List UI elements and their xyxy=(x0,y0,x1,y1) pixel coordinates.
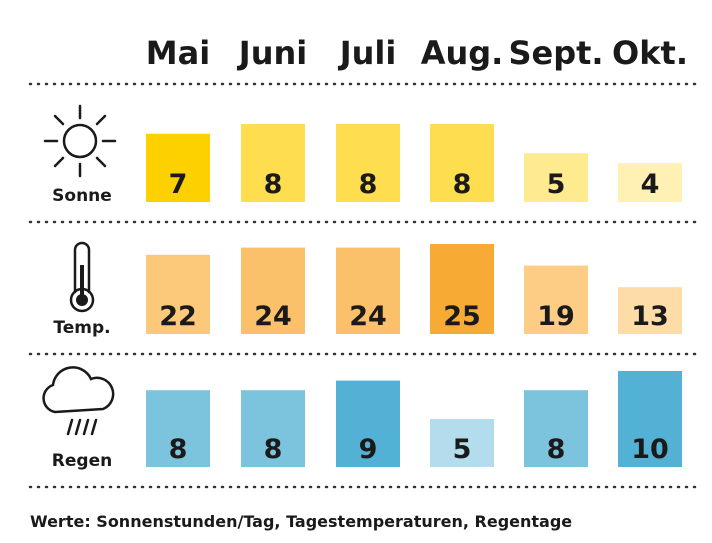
value-label: 8 xyxy=(547,434,566,465)
value-label: 8 xyxy=(453,169,472,200)
bar xyxy=(336,380,400,467)
row-label: Temp. xyxy=(53,318,110,338)
value-label: 25 xyxy=(443,301,481,332)
value-label: 8 xyxy=(359,169,378,200)
month-label: Sept. xyxy=(508,34,603,72)
bar xyxy=(336,124,400,202)
value-label: 24 xyxy=(349,301,387,332)
value-label: 5 xyxy=(453,434,472,465)
month-label: Mai xyxy=(146,34,210,72)
footnote: Werte: Sonnenstunden/Tag, Tagestemperatu… xyxy=(30,512,572,531)
month-label: Juli xyxy=(338,34,397,72)
bar xyxy=(146,133,210,202)
bar xyxy=(241,124,305,202)
thermometer-icon xyxy=(69,241,95,313)
value-label: 22 xyxy=(159,301,197,332)
bar xyxy=(146,390,210,467)
bar xyxy=(524,153,588,202)
bar xyxy=(618,163,682,202)
bar xyxy=(430,419,494,467)
bar xyxy=(336,247,400,334)
bar xyxy=(241,390,305,467)
value-label: 7 xyxy=(169,169,188,200)
row-label: Sonne xyxy=(52,186,112,206)
bar xyxy=(524,265,588,334)
value-label: 19 xyxy=(537,301,575,332)
value-label: 4 xyxy=(641,169,660,200)
row-label: Regen xyxy=(52,451,112,471)
bar xyxy=(524,390,588,467)
value-label: 13 xyxy=(631,301,669,332)
value-label: 5 xyxy=(547,169,566,200)
bar xyxy=(430,244,494,334)
month-label: Okt. xyxy=(612,34,688,72)
bar xyxy=(618,371,682,467)
value-label: 8 xyxy=(264,434,283,465)
value-label: 8 xyxy=(264,169,283,200)
rain-icon xyxy=(42,366,115,436)
sun-icon xyxy=(43,104,117,178)
value-label: 24 xyxy=(254,301,292,332)
value-label: 9 xyxy=(359,434,378,465)
bar xyxy=(618,287,682,334)
value-label: 10 xyxy=(631,434,669,465)
bar xyxy=(430,124,494,202)
bar xyxy=(146,254,210,334)
month-label: Aug. xyxy=(421,34,504,72)
value-label: 8 xyxy=(169,434,188,465)
bar xyxy=(241,247,305,334)
month-label: Juni xyxy=(237,34,307,72)
